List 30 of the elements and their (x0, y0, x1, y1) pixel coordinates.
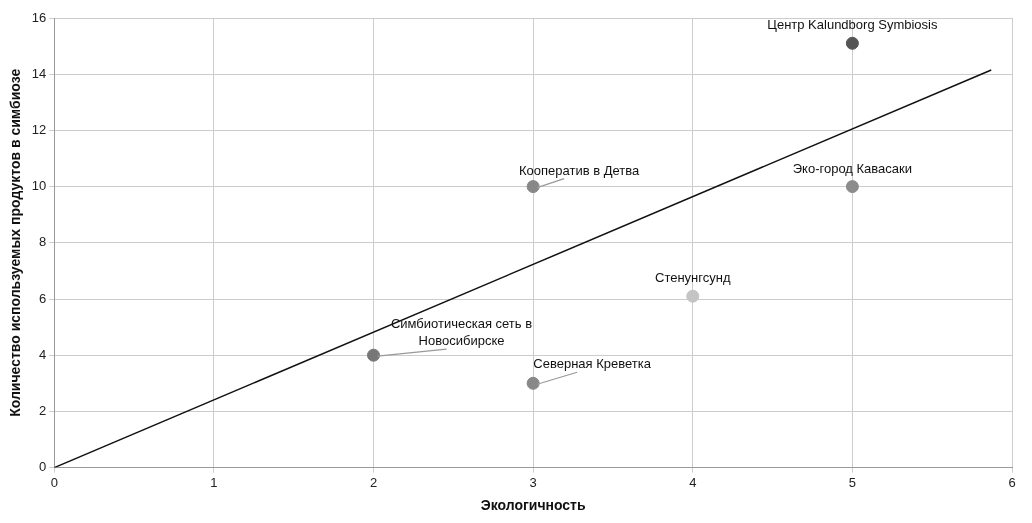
series-label: Эко-город Кавасаки (792, 160, 913, 176)
series-label: Северная Креветка (533, 356, 652, 372)
point (367, 348, 381, 362)
x-tick-label: 5 (848, 474, 856, 490)
point (686, 289, 700, 303)
x-tick-label: 3 (529, 474, 537, 490)
x-tick-label: 6 (1008, 474, 1016, 490)
y-tick-label: 0 (39, 459, 47, 475)
x-tick-label: 4 (689, 474, 697, 490)
series-label: Центр Kalundborg Symbiosis (767, 17, 938, 33)
x-tick-label: 0 (50, 474, 58, 490)
series-label: Симбиотическая сеть в Новосибирске (390, 316, 533, 349)
x-axis-title: Экологичность (480, 497, 586, 514)
y-axis-title: Количество используемых продуктов в симбиозе (7, 68, 24, 417)
point (526, 376, 540, 390)
point (845, 180, 859, 194)
series-label: Кооператив в Детва (518, 162, 641, 178)
series-label: Стенунгсунд (655, 270, 731, 286)
y-tick-label: 14 (31, 65, 47, 81)
y-tick-label: 12 (31, 121, 47, 137)
y-tick-label: 2 (39, 402, 47, 418)
y-tick-label: 6 (39, 290, 47, 306)
point (526, 180, 540, 194)
y-tick-label: 10 (31, 178, 47, 194)
x-tick-label: 2 (369, 474, 378, 490)
y-tick-label: 8 (39, 234, 47, 250)
y-tick-label: 4 (39, 346, 47, 362)
point (845, 36, 859, 50)
x-tick-label: 1 (210, 474, 218, 490)
y-tick-label: 16 (31, 9, 47, 25)
